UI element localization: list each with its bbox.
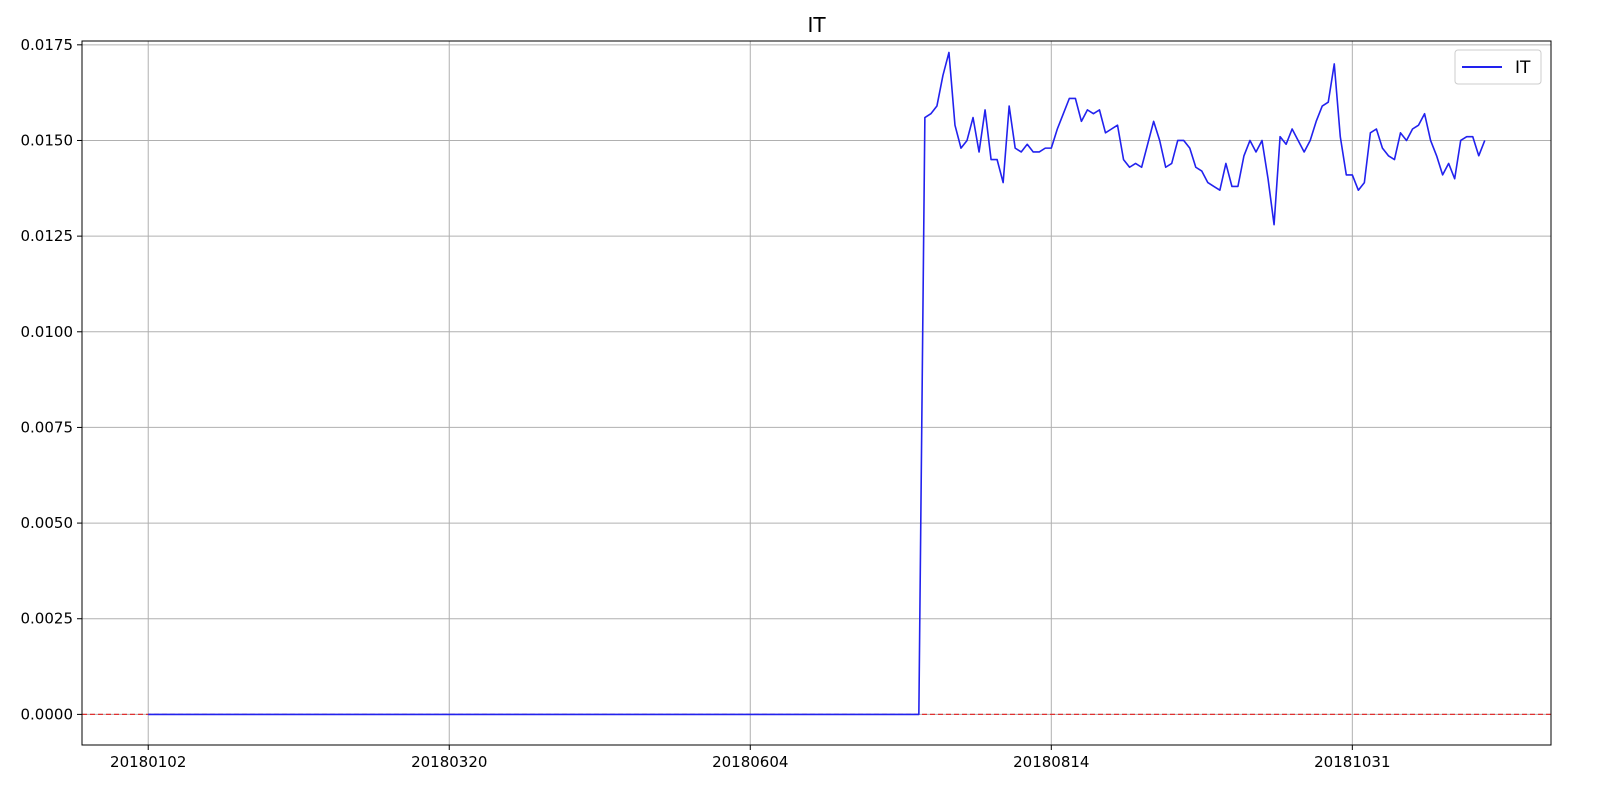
- x-tick-label: 20181031: [1314, 753, 1390, 771]
- y-axis: 0.0000 0.0025 0.0050 0.0075 0.0100 0.0125 0.01…: [21, 36, 82, 723]
- x-tick-label: 20180320: [411, 753, 487, 771]
- chart-title: IT: [807, 13, 826, 37]
- x-tick-label: 20180604: [712, 753, 788, 771]
- y-tick-label: 0.0025: [21, 610, 74, 628]
- y-tick-label: 0.0125: [21, 227, 74, 245]
- x-tick-label: 20180102: [110, 753, 186, 771]
- y-tick-label: 0.0050: [21, 514, 74, 532]
- legend: IT: [1454, 49, 1542, 85]
- y-tick-label: 0.0100: [21, 323, 74, 341]
- grid: [82, 41, 1551, 745]
- series-line-IT: [148, 51, 1486, 716]
- plot-frame: [81, 40, 1552, 746]
- series-group: [148, 51, 1486, 716]
- y-tick-label: 0.0175: [21, 36, 74, 54]
- y-tick-label: 0.0000: [21, 705, 74, 723]
- x-tick-label: 20180814: [1013, 753, 1089, 771]
- y-tick-label: 0.0075: [21, 418, 74, 436]
- y-tick-label: 0.0150: [21, 131, 74, 149]
- legend-label: IT: [1515, 58, 1531, 78]
- x-axis: 20180102 20180320 20180604 20180814 20181031: [110, 745, 1391, 771]
